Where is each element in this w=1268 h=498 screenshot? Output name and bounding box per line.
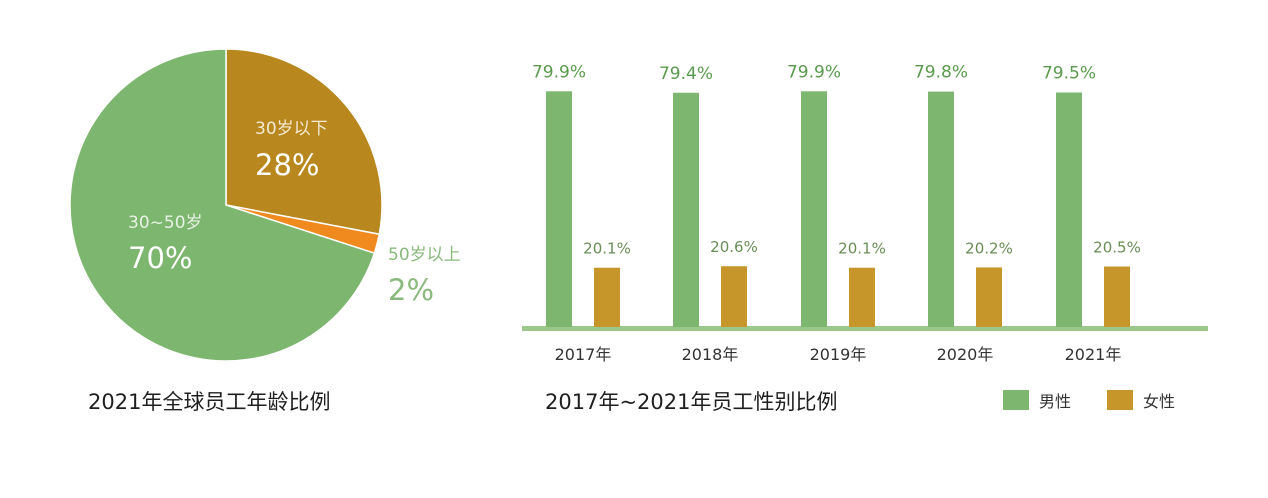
data-label-female: 20.1% xyxy=(583,240,631,258)
data-label-female: 20.6% xyxy=(710,238,758,256)
pie-slice-label: 50岁以上 xyxy=(388,245,461,265)
x-tick-label: 2018年 xyxy=(682,345,739,364)
x-tick-label: 2019年 xyxy=(810,345,867,364)
x-tick-label: 2017年 xyxy=(555,345,612,364)
legend-swatch-male xyxy=(1003,390,1029,410)
data-label-male: 79.5% xyxy=(1042,63,1096,83)
pie-chart-title: 2021年全球员工年龄比例 xyxy=(88,390,331,414)
gender-bar-chart: 79.9% 20.1% 2017年 79.4% 20.6% 2018年 79.9% 20.1%… xyxy=(522,62,1208,364)
legend-item-male: 男性 xyxy=(1003,388,1071,412)
pie-slice-value-label: 70% xyxy=(128,241,192,275)
x-tick-label: 2020年 xyxy=(937,345,994,364)
legend-swatch-female xyxy=(1107,390,1133,410)
bar-male xyxy=(546,91,572,327)
data-label-male: 79.8% xyxy=(914,63,968,83)
pie-slice xyxy=(69,48,376,362)
data-label-female: 20.1% xyxy=(838,240,886,258)
data-label-female: 20.5% xyxy=(1093,239,1141,257)
legend-label-male: 男性 xyxy=(1039,392,1072,411)
bar-female xyxy=(1104,266,1130,327)
bar-male xyxy=(801,91,827,327)
bar-female xyxy=(976,267,1002,327)
data-label-female: 20.2% xyxy=(965,239,1013,257)
data-label-male: 79.9% xyxy=(532,62,586,82)
x-tick-label: 2021年 xyxy=(1065,345,1122,364)
bar-male xyxy=(1056,92,1082,327)
legend-label-female: 女性 xyxy=(1143,392,1176,411)
pie-slice-label: 30岁以下 xyxy=(255,119,328,139)
age-pie-chart: 30岁以下 28% 50岁以上 2% 30~50岁 70% xyxy=(69,48,461,362)
data-label-male: 79.9% xyxy=(787,62,841,82)
legend-item-female: 女性 xyxy=(1107,388,1175,412)
pie-slice xyxy=(225,48,383,236)
bar-female xyxy=(849,267,875,327)
pie-slice-label: 30~50岁 xyxy=(128,213,203,233)
bar-male xyxy=(928,91,954,327)
x-axis-baseline xyxy=(522,326,1208,331)
bar-female xyxy=(594,267,620,327)
pie-slice-value-label: 28% xyxy=(255,148,319,182)
data-label-male: 79.4% xyxy=(659,64,713,84)
bar-male xyxy=(673,92,699,328)
bar-female xyxy=(721,266,747,327)
pie-slice-value-label: 2% xyxy=(388,273,434,307)
bar-chart-title: 2017年~2021年员工性别比例 xyxy=(545,390,838,414)
